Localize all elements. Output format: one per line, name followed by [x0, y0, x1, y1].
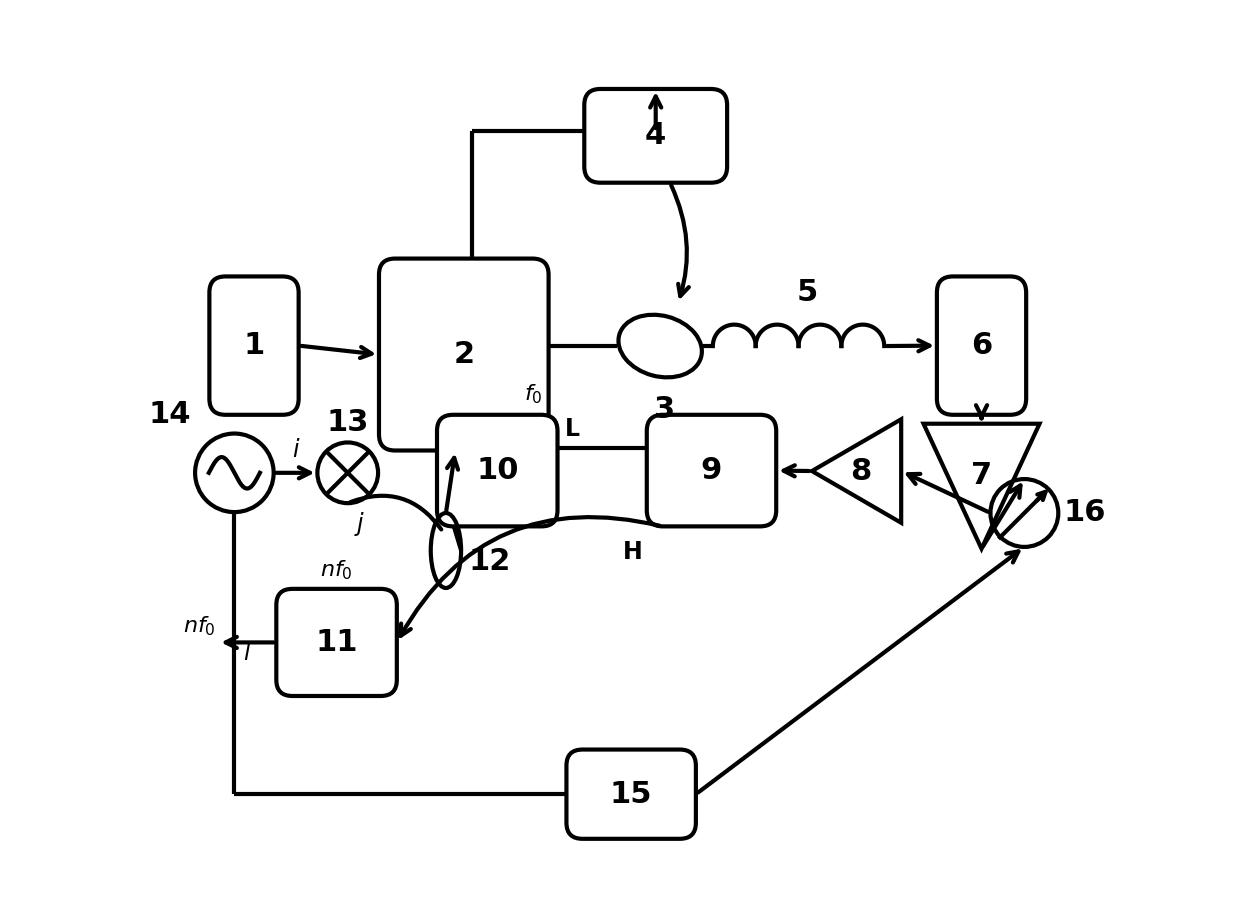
FancyBboxPatch shape	[937, 277, 1027, 414]
Text: H: H	[622, 540, 642, 564]
Text: j: j	[357, 512, 363, 536]
Text: 15: 15	[610, 779, 652, 809]
Text: 10: 10	[476, 456, 518, 485]
Text: 3: 3	[653, 396, 676, 424]
Text: 14: 14	[148, 400, 191, 429]
FancyBboxPatch shape	[567, 750, 696, 839]
Text: l: l	[243, 642, 250, 665]
Text: 2: 2	[454, 340, 475, 369]
FancyBboxPatch shape	[436, 414, 558, 526]
FancyBboxPatch shape	[647, 414, 776, 526]
FancyBboxPatch shape	[584, 89, 727, 183]
Text: 6: 6	[971, 331, 992, 360]
Text: 7: 7	[971, 461, 992, 490]
Text: i: i	[293, 438, 299, 462]
Text: 16: 16	[1064, 498, 1106, 527]
Text: 11: 11	[315, 628, 358, 657]
Text: $nf_0$: $nf_0$	[320, 558, 353, 582]
Text: 9: 9	[701, 456, 722, 485]
Text: 8: 8	[851, 457, 872, 486]
Text: $f_0$: $f_0$	[523, 382, 542, 405]
Text: 13: 13	[326, 408, 370, 437]
Text: $nf_0$: $nf_0$	[184, 614, 216, 638]
FancyBboxPatch shape	[277, 589, 397, 696]
Text: L: L	[564, 417, 579, 441]
Text: 1: 1	[243, 331, 264, 360]
FancyBboxPatch shape	[210, 277, 299, 414]
Text: 4: 4	[645, 122, 666, 150]
Text: 12: 12	[469, 547, 511, 577]
Text: 5: 5	[797, 278, 818, 306]
FancyBboxPatch shape	[379, 259, 548, 450]
